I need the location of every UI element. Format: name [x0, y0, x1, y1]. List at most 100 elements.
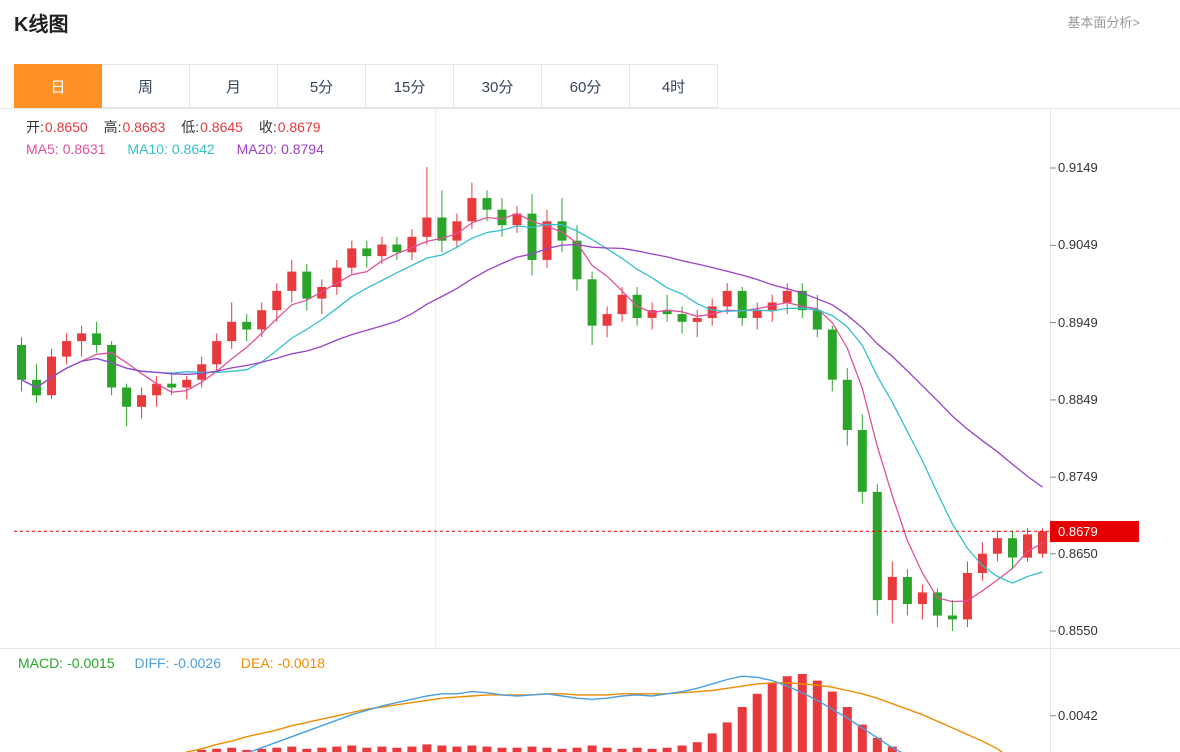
diff-line [247, 675, 903, 752]
candle-body [212, 341, 222, 365]
candle-body [572, 240, 582, 280]
candle-body [902, 576, 912, 604]
ma10-label: MA10: [127, 141, 168, 157]
candle-body [647, 310, 657, 318]
candle-body [437, 217, 447, 241]
macd-bar [872, 737, 882, 752]
candle-body [347, 248, 357, 268]
candle-body [482, 198, 492, 210]
ma10-field: MA10: 0.8642 [127, 141, 214, 157]
tab-month[interactable]: 月 [190, 64, 278, 108]
macd-bar [422, 744, 432, 752]
tab-day[interactable]: 日 [14, 64, 102, 108]
macd-bar [677, 745, 687, 752]
macd-bar [227, 747, 237, 752]
dea-label: DEA: [240, 655, 274, 671]
ma5-label: MA5: [26, 141, 59, 157]
tab-4hour[interactable]: 4时 [630, 64, 718, 108]
candle-body [662, 310, 672, 315]
ma10-value: 0.8642 [171, 141, 215, 157]
macd-bar [557, 748, 567, 752]
macd-bar [257, 748, 267, 752]
high-value: 0.8683 [122, 119, 166, 135]
candle-body [917, 592, 927, 604]
candle-body [422, 217, 432, 237]
macd-bar [647, 748, 657, 752]
macd-bar [482, 746, 492, 752]
candle-body [707, 306, 717, 318]
tab-30min[interactable]: 30分 [454, 64, 542, 108]
macd-bar [407, 746, 417, 752]
candle-body [287, 271, 297, 291]
candle-body [77, 333, 87, 342]
macd-bar [707, 733, 717, 752]
ma5-value: 0.8631 [62, 141, 106, 157]
tab-15min[interactable]: 15分 [366, 64, 454, 108]
low-field: 低:0.8645 [181, 119, 243, 135]
candle-body [752, 310, 762, 318]
ma5-line [21, 212, 1043, 603]
macd-label: MACD: [18, 655, 64, 671]
macd-bar [767, 682, 777, 752]
candle-body [977, 553, 987, 573]
candle-body [47, 356, 56, 396]
candle-body [497, 209, 507, 226]
tab-60min[interactable]: 60分 [542, 64, 630, 108]
candle-body [932, 592, 942, 616]
macd-legend: MACD: -0.0015 DIFF: -0.0026 DEA: -0.0018 [18, 655, 341, 671]
low-label: 低: [181, 119, 200, 135]
candle-body [272, 290, 282, 311]
candle-body [227, 321, 237, 342]
low-value: 0.8645 [200, 119, 243, 135]
candle-body [1038, 531, 1047, 554]
open-value: 0.8650 [44, 119, 88, 135]
macd-bar [737, 707, 747, 752]
candle-body [242, 321, 252, 330]
macd-bar [782, 676, 792, 752]
tab-5min[interactable]: 5分 [278, 64, 366, 108]
dea-value: -0.0018 [277, 655, 326, 671]
candle-body [362, 248, 372, 257]
candle-body [677, 314, 687, 322]
macd-bar [242, 749, 252, 752]
macd-bar [827, 691, 837, 752]
macd-bar [527, 746, 537, 752]
ohlc-legend: 开:0.8650 高:0.8683 低:0.8645 收:0.8679 [26, 117, 333, 137]
macd-bar [452, 746, 462, 752]
page-title: K线图 [14, 14, 69, 36]
macd-bar [392, 747, 402, 752]
macd-bar [347, 745, 357, 752]
candle-body [407, 236, 417, 253]
macd-bar [197, 749, 207, 752]
candle-body [182, 379, 192, 388]
close-label: 收: [258, 119, 277, 135]
candle-body [392, 244, 402, 253]
candle-body [722, 290, 732, 307]
macd-bar [497, 747, 507, 752]
candle-body [692, 318, 702, 322]
macd-bar [617, 748, 627, 752]
dea-field: DEA: -0.0018 [241, 655, 325, 671]
macd-bar [572, 747, 582, 752]
open-field: 开:0.8650 [26, 119, 88, 135]
macd-bar [752, 693, 762, 752]
close-field: 收:0.8679 [259, 119, 321, 135]
macd-bar [602, 747, 612, 752]
candle-body [887, 576, 897, 601]
ma10-line [21, 223, 1043, 584]
candle-body [962, 573, 972, 620]
candle-body [512, 213, 522, 226]
macd-bar [212, 748, 222, 752]
tab-week[interactable]: 周 [102, 64, 190, 108]
macd-bar [272, 747, 282, 752]
candle-body [1023, 534, 1032, 558]
macd-axis-label: 0.0042 [1058, 707, 1098, 723]
candle-body [767, 302, 777, 311]
candle-body [617, 294, 627, 315]
fundamental-analysis-link[interactable]: 基本面分析> [1067, 15, 1140, 30]
macd-bar [842, 707, 852, 752]
candle-body [137, 395, 147, 407]
candle-body [107, 345, 117, 388]
